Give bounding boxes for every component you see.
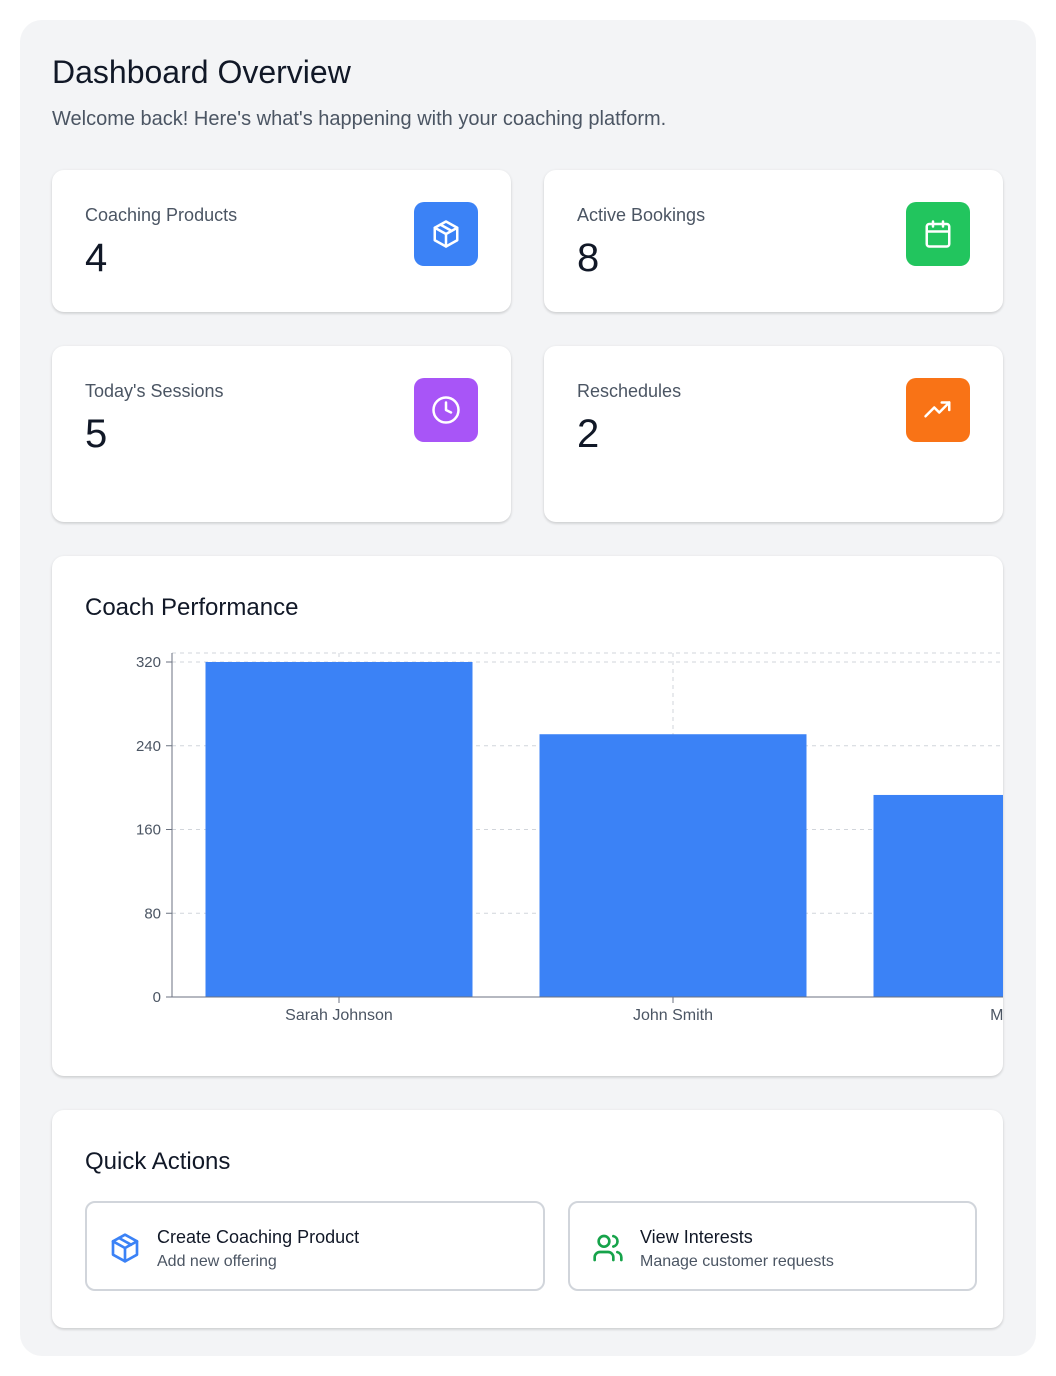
x-tick-label: Sarah Johnson bbox=[285, 1007, 393, 1024]
users-icon bbox=[593, 1234, 623, 1262]
y-tick-label: 0 bbox=[153, 989, 161, 1006]
x-tick-label: John Smith bbox=[633, 1007, 713, 1024]
y-tick-label: 80 bbox=[144, 905, 161, 922]
package-icon bbox=[111, 1233, 139, 1263]
trending-up-icon bbox=[906, 378, 970, 442]
calendar-icon bbox=[906, 202, 970, 266]
stat-label: Reschedules bbox=[577, 381, 682, 401]
coach-performance-card: Coach Performance 0 80 160 240 320 Sarah John… bbox=[52, 556, 1003, 1076]
page-title: Dashboard Overview bbox=[52, 54, 351, 90]
coach-performance-chart: 0 80 160 240 320 Sarah Johnson John Smith Mike bbox=[136, 652, 1003, 1024]
bar-mike bbox=[873, 794, 1003, 997]
y-tick-label: 240 bbox=[136, 738, 161, 755]
action-description: Manage customer requests bbox=[640, 1253, 834, 1270]
stat-card-todays-sessions: Today's Sessions 5 bbox=[52, 346, 511, 522]
stat-value: 2 bbox=[577, 412, 600, 456]
stat-value: 8 bbox=[577, 236, 600, 280]
create-coaching-product-button[interactable]: Create Coaching Product Add new offering bbox=[85, 1201, 545, 1291]
x-tick-label: Mike bbox=[990, 1007, 1003, 1024]
stat-label: Coaching Products bbox=[85, 205, 238, 225]
stat-card-active-bookings: Active Bookings 8 bbox=[544, 170, 1003, 312]
y-tick-label: 320 bbox=[136, 654, 161, 671]
action-description: Add new offering bbox=[157, 1253, 277, 1270]
stat-value: 4 bbox=[85, 236, 108, 280]
stat-label: Active Bookings bbox=[577, 205, 706, 225]
stat-label: Today's Sessions bbox=[85, 381, 224, 401]
package-icon bbox=[414, 202, 478, 266]
page-subtitle: Welcome back! Here's what's happening wi… bbox=[52, 108, 667, 130]
action-title: View Interests bbox=[640, 1227, 753, 1247]
quick-actions-card: Quick Actions Create Coaching Product Ad… bbox=[52, 1110, 1003, 1328]
action-title: Create Coaching Product bbox=[157, 1227, 360, 1247]
bar-john-smith bbox=[539, 734, 807, 997]
stat-card-coaching-products: Coaching Products 4 bbox=[52, 170, 511, 312]
view-interests-button[interactable]: View Interests Manage customer requests bbox=[568, 1201, 977, 1291]
y-tick-label: 160 bbox=[136, 822, 161, 839]
bar-sarah-johnson bbox=[205, 662, 473, 997]
stat-card-reschedules: Reschedules 2 bbox=[544, 346, 1003, 522]
quick-actions-title: Quick Actions bbox=[85, 1148, 231, 1175]
stat-value: 5 bbox=[85, 412, 108, 456]
clock-icon bbox=[414, 378, 478, 442]
chart-title: Coach Performance bbox=[85, 594, 299, 621]
dashboard-page: Dashboard Overview Welcome back! Here's … bbox=[20, 20, 1036, 1356]
